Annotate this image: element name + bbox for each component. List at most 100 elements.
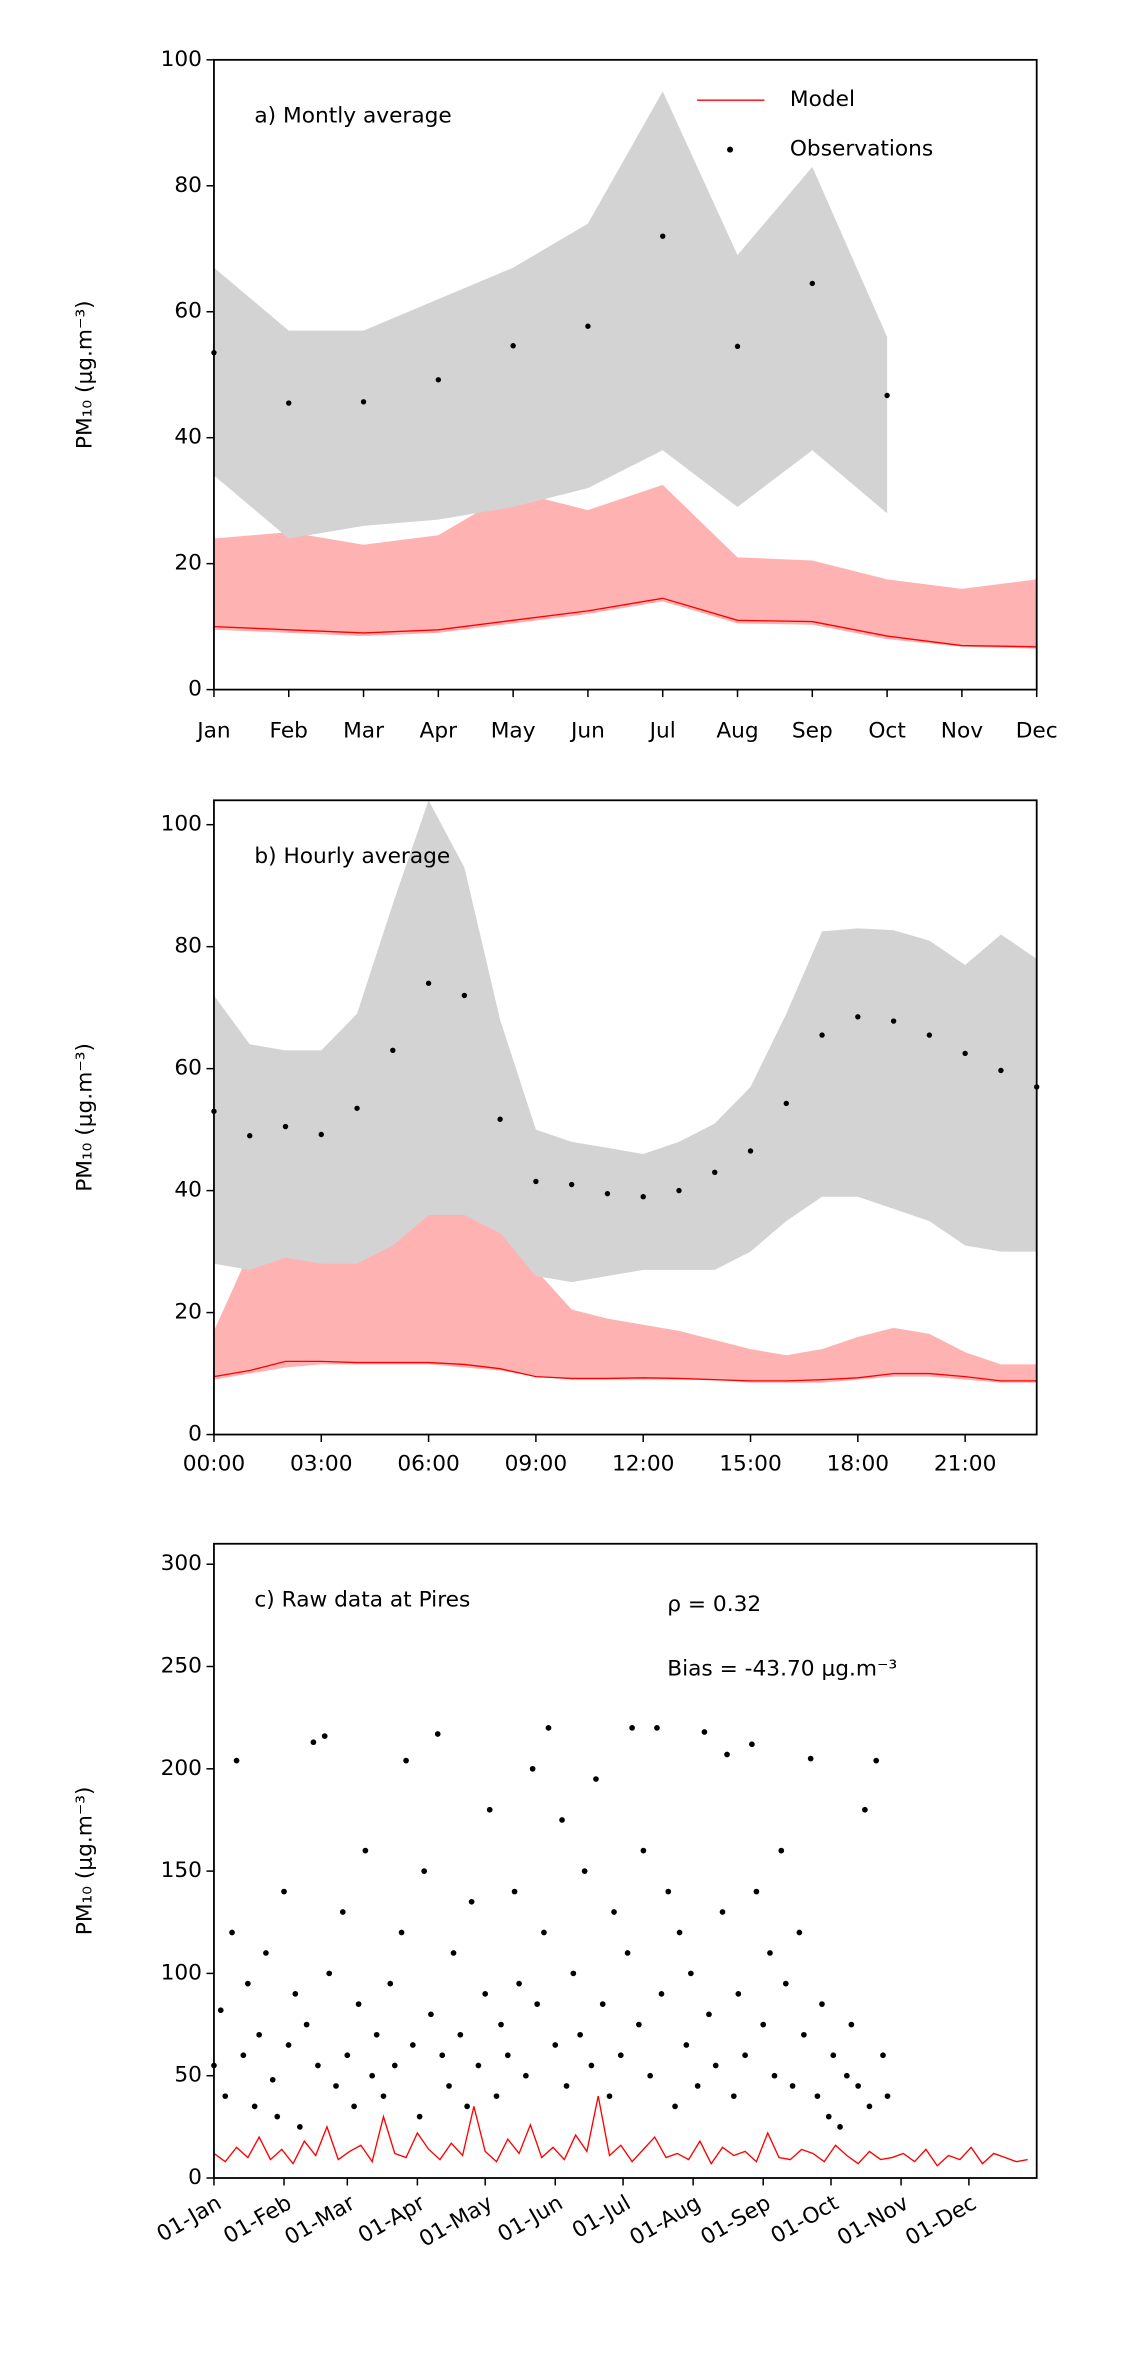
- observation-dot: [837, 2124, 843, 2130]
- y-tick-label: 0: [188, 2165, 202, 2190]
- observation-dot: [814, 2093, 821, 2100]
- observation-dot: [647, 2072, 654, 2079]
- observation-dot: [545, 1725, 552, 1731]
- observation-dot: [636, 2021, 642, 2028]
- observation-dot: [848, 2021, 855, 2028]
- observation-dot: [588, 2062, 595, 2069]
- observation-dot: [730, 2093, 737, 2100]
- observation-dot: [217, 2007, 224, 2014]
- y-tick-label: 20: [174, 551, 202, 576]
- observation-dot: [523, 2072, 529, 2079]
- x-tick-label: 01-Feb: [220, 2191, 296, 2250]
- observation-dot: [493, 2093, 500, 2100]
- observation-dot: [734, 343, 741, 350]
- band: [213, 800, 1037, 1283]
- observation-dot: [611, 1909, 617, 1915]
- observation-dot: [233, 1757, 240, 1764]
- observation-dot: [390, 1047, 396, 1054]
- observation-dot: [391, 2062, 398, 2069]
- observation-dot: [303, 2021, 310, 2028]
- observation-dot: [541, 1929, 547, 1936]
- y-tick-label: 80: [174, 934, 202, 959]
- x-tick-label: Feb: [270, 718, 308, 743]
- plot-frame: [213, 1542, 1038, 2179]
- observation-dot: [706, 2011, 712, 2018]
- x-tick-label: Oct: [868, 718, 906, 743]
- observation-dot: [282, 1123, 289, 1130]
- observation-dot: [498, 2021, 504, 2028]
- observation-dot: [855, 1014, 861, 1020]
- observation-dot: [369, 2072, 376, 2079]
- observation-dot: [285, 2042, 292, 2048]
- observation-dot: [617, 2052, 624, 2059]
- observation-dot: [425, 980, 432, 986]
- stat-annotation: Bias = -43.70 μg.m⁻³: [667, 1656, 897, 1681]
- x-tick-label: 01-Sep: [697, 2191, 776, 2251]
- observation-dot: [676, 1187, 682, 1194]
- x-tick-label: 01-Oct: [767, 2191, 843, 2249]
- observation-dot: [688, 1970, 694, 1977]
- observation-dot: [624, 1950, 631, 1956]
- y-tick-label: 60: [174, 1056, 202, 1081]
- y-axis-label: PM₁₀ (μg.m⁻³): [72, 1043, 97, 1192]
- observation-dot: [339, 1909, 346, 1915]
- observation-dot: [807, 1755, 814, 1762]
- model-line: [213, 1360, 1037, 1382]
- observation-dot: [819, 2001, 825, 2007]
- observation-dot: [658, 1991, 665, 1997]
- observation-dot: [269, 2076, 276, 2083]
- plot-frame: [213, 799, 1038, 1436]
- observation-dot: [742, 2052, 748, 2059]
- observation-dot: [410, 2042, 416, 2048]
- observation-dot: [534, 2001, 541, 2007]
- observation-dot: [604, 1190, 611, 1197]
- y-tick-label: 300: [161, 1551, 202, 1576]
- plot-frame: [213, 58, 1038, 691]
- y-tick-label: 0: [188, 1422, 202, 1447]
- y-tick-label: 40: [174, 1178, 202, 1203]
- observation-dot: [796, 1929, 803, 1936]
- observation-dot: [568, 1181, 575, 1188]
- observation-dot: [771, 2072, 778, 2079]
- observation-dot: [457, 2031, 464, 2038]
- y-tick-label: 60: [174, 299, 202, 324]
- y-tick-label: 40: [174, 425, 202, 450]
- x-tick-label: Nov: [941, 718, 983, 743]
- observation-dot: [434, 1731, 441, 1737]
- observation-dot: [570, 1970, 577, 1977]
- chart: 0 20 40 60 80 100 Jan Feb Mar Apr May Jun Jul Aug Sep O…: [72, 47, 1057, 744]
- observation-dot: [516, 1980, 522, 1987]
- observation-dot: [461, 992, 468, 999]
- y-tick-label: 80: [174, 173, 202, 198]
- observation-dot: [310, 1739, 317, 1746]
- y-tick-label: 20: [174, 1300, 202, 1325]
- observation-dot: [843, 2072, 850, 2079]
- observation-dot: [640, 1194, 646, 1200]
- observation-dot: [855, 2083, 861, 2089]
- observation-dot: [640, 1847, 647, 1854]
- observation-dot: [884, 392, 890, 399]
- band: [213, 484, 1037, 649]
- x-tick-label: 21:00: [934, 1451, 997, 1476]
- x-tick-label: 03:00: [290, 1451, 353, 1476]
- observation-dot: [256, 2031, 263, 2038]
- x-tick-label: 01-Jun: [494, 2191, 568, 2248]
- x-tick-label: 09:00: [505, 1451, 568, 1476]
- observation-dot: [593, 1776, 599, 1782]
- legend-dot: [727, 146, 734, 153]
- observation-dot: [830, 2052, 837, 2059]
- observation-dot: [676, 1929, 683, 1936]
- observation-dot: [360, 399, 367, 405]
- observation-dot: [398, 1929, 405, 1936]
- observation-dot: [439, 2052, 446, 2059]
- x-tick-label: 01-Jan: [153, 2191, 226, 2248]
- observation-dot: [585, 323, 591, 329]
- y-axis-label: PM₁₀ (μg.m⁻³): [72, 300, 97, 449]
- observation-dot: [683, 2042, 690, 2048]
- y-tick-label: 0: [188, 677, 202, 702]
- observation-dot: [672, 2103, 678, 2110]
- observation-dot: [351, 2103, 357, 2110]
- band: [213, 1175, 1037, 1383]
- observation-dot: [962, 1050, 968, 1057]
- x-tick-label: Aug: [716, 718, 758, 743]
